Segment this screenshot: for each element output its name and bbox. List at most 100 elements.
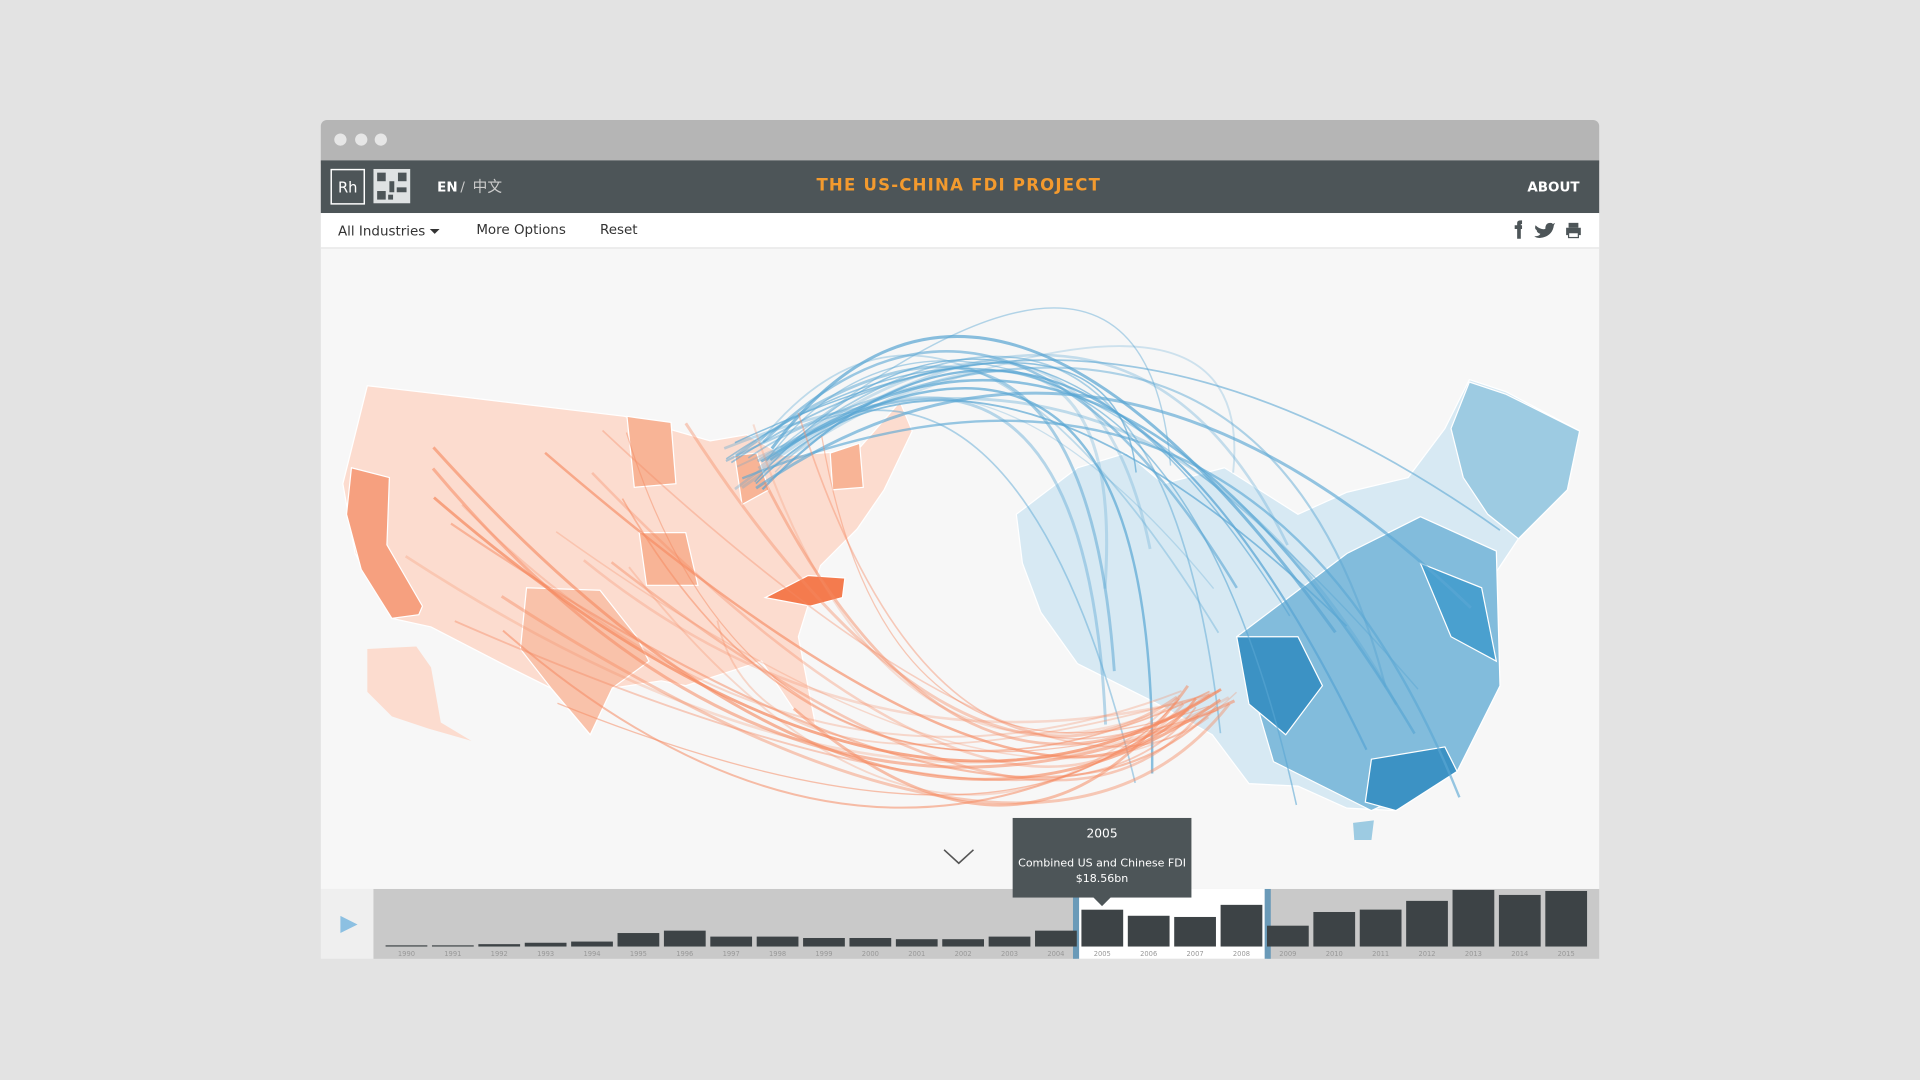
print-icon[interactable] <box>1566 222 1581 239</box>
orange-arc <box>610 561 1200 782</box>
bar[interactable] <box>524 942 567 947</box>
bar[interactable] <box>895 939 938 947</box>
header <box>320 160 1600 214</box>
blue-arc <box>755 399 1348 627</box>
orange-arc <box>716 620 1220 746</box>
blue-arc <box>762 350 1238 589</box>
scroll-chevron[interactable] <box>943 849 975 865</box>
blue-arc <box>735 365 1116 672</box>
orange-arc <box>544 451 1197 759</box>
north-carolina[interactable] <box>763 574 846 607</box>
orange-arc <box>500 595 1231 805</box>
california[interactable] <box>345 466 424 620</box>
bar[interactable] <box>1174 916 1216 947</box>
year-label: 1991 <box>444 950 461 958</box>
year-label: 2000 <box>862 950 879 958</box>
year-label: 1993 <box>537 950 554 958</box>
year-label: 1992 <box>491 950 508 958</box>
orange-arc <box>461 504 1182 738</box>
year-label: 2009 <box>1279 950 1296 958</box>
qr-code[interactable] <box>373 168 411 204</box>
selection-handle[interactable] <box>1072 888 1080 959</box>
more-options[interactable]: More Options <box>476 223 566 238</box>
bar[interactable] <box>663 930 706 947</box>
blue-arc <box>761 369 1368 751</box>
bar[interactable] <box>1406 900 1448 947</box>
year-label: 1990 <box>398 950 415 958</box>
bar[interactable] <box>1498 894 1541 947</box>
year-label: 2002 <box>955 950 972 958</box>
bar[interactable] <box>1081 909 1124 947</box>
dropdown-caret[interactable] <box>429 228 440 234</box>
michigan[interactable] <box>733 452 770 506</box>
bar[interactable] <box>1035 930 1077 947</box>
missouri[interactable] <box>638 532 699 586</box>
year-label: 2008 <box>1233 950 1250 958</box>
orange-arc <box>621 498 1210 752</box>
window-dot[interactable] <box>355 133 368 146</box>
tooltip: 2005 Combined US and Chinese FDI $18.56b… <box>1012 817 1192 907</box>
play-button[interactable] <box>340 915 358 934</box>
bar[interactable] <box>1127 915 1170 947</box>
orange-arc <box>433 496 1222 763</box>
bar[interactable] <box>571 941 613 947</box>
year-label: 2007 <box>1187 950 1204 958</box>
logo-box[interactable] <box>330 168 366 205</box>
year-label: 1998 <box>769 950 786 958</box>
timeline-bars: 1990 1991 1992 1993 1994 1995 1996 1997 1998 1999… <box>385 888 1588 959</box>
alaska[interactable] <box>367 646 472 741</box>
about-link[interactable]: ABOUT <box>1527 180 1580 195</box>
bar[interactable] <box>756 936 799 947</box>
orange-arc <box>557 698 1180 796</box>
bar[interactable] <box>1220 904 1263 947</box>
orange-arc <box>752 424 1184 735</box>
blue-arc <box>736 345 1236 473</box>
bar[interactable] <box>710 936 753 947</box>
language-zh[interactable]: 中文 <box>473 178 503 195</box>
year-label: 2004 <box>1047 950 1064 958</box>
bar[interactable] <box>617 933 660 947</box>
bar[interactable] <box>431 945 474 947</box>
bar[interactable] <box>1313 912 1356 947</box>
bar[interactable] <box>849 937 892 947</box>
hainan[interactable] <box>1353 820 1374 840</box>
orange-arc <box>797 412 1186 740</box>
blue-arc <box>730 359 1501 531</box>
orange-arc <box>628 566 1181 796</box>
orange-arc <box>432 446 1222 781</box>
bar[interactable] <box>1545 890 1588 947</box>
bar[interactable] <box>803 937 845 947</box>
selection-handle[interactable] <box>1264 888 1271 959</box>
blue-arc <box>741 419 1461 798</box>
window-dot[interactable] <box>374 133 387 146</box>
window-dot[interactable] <box>334 133 347 146</box>
reset-button[interactable]: Reset <box>600 223 638 238</box>
new-york[interactable] <box>829 442 864 491</box>
guangdong[interactable] <box>1364 746 1458 812</box>
orange-arc <box>601 429 1210 748</box>
language-en[interactable]: EN <box>437 180 457 195</box>
year-label: 1995 <box>630 950 647 958</box>
bar[interactable] <box>942 939 985 947</box>
bar[interactable] <box>478 944 521 947</box>
bar[interactable] <box>385 945 428 947</box>
bar[interactable] <box>1266 925 1309 947</box>
jiangsu[interactable] <box>1419 562 1498 663</box>
bar[interactable] <box>988 936 1031 947</box>
industry-menu[interactable]: All Industries <box>338 224 425 239</box>
twitter-icon[interactable] <box>1534 222 1556 238</box>
blue-arc <box>770 334 1337 634</box>
bar[interactable] <box>1359 909 1402 947</box>
year-label: 2006 <box>1140 950 1157 958</box>
logo[interactable]: Rh <box>338 180 358 197</box>
blue-arc <box>725 367 1298 806</box>
year-label: 2005 <box>1094 950 1111 958</box>
year-label: 2011 <box>1372 950 1389 958</box>
toolbar <box>320 213 1600 249</box>
minnesota[interactable] <box>626 415 677 489</box>
bar[interactable] <box>1452 889 1495 947</box>
facebook-icon[interactable] <box>1514 220 1523 239</box>
year-label: 2012 <box>1418 950 1435 958</box>
sichuan[interactable] <box>1236 636 1324 736</box>
northeast-china[interactable] <box>1450 381 1581 540</box>
